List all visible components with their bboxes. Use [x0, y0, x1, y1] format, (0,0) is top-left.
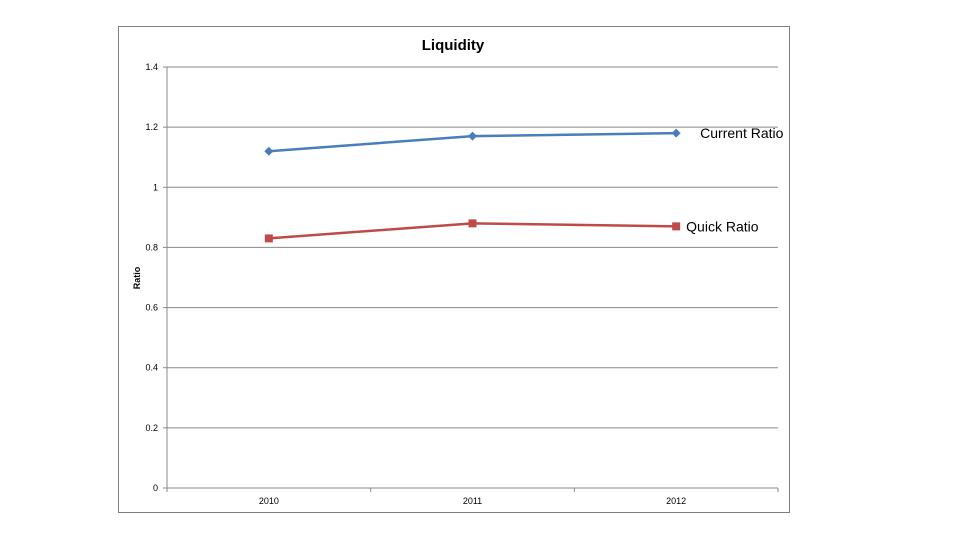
y-tick-label: 0.6	[145, 303, 158, 313]
data-point	[264, 146, 274, 156]
y-axis-title: Ratio	[132, 266, 142, 289]
data-point	[671, 128, 681, 138]
data-point	[672, 222, 681, 231]
x-tick-label: 2010	[259, 496, 279, 506]
y-tick-label: 0.2	[145, 423, 158, 433]
data-point	[468, 131, 477, 141]
y-tick-label: 0	[153, 483, 158, 493]
chart-title: Liquidity	[422, 37, 485, 54]
y-tick-label: 1	[153, 182, 158, 192]
x-tick-label: 2012	[666, 496, 686, 506]
y-tick-label: 0.4	[145, 363, 158, 373]
data-point	[468, 219, 477, 228]
y-tick-label: 0.8	[145, 242, 158, 252]
y-tick-label: 1.2	[145, 122, 158, 132]
series-label: Current Ratio	[700, 125, 783, 141]
y-tick-labels: 0 0.2 0.4 0.6 0.8 1 1.2 1.4	[145, 62, 158, 493]
series	[264, 128, 681, 243]
axes	[163, 66, 779, 492]
y-tick-label: 1.4	[145, 62, 158, 72]
series-labels: Current Ratio Quick Ratio	[686, 125, 783, 234]
x-tick-label: 2011	[463, 496, 482, 506]
x-tick-labels: 2010 2011 2012	[259, 496, 686, 506]
series-label: Quick Ratio	[686, 218, 759, 234]
chart-frame	[118, 26, 790, 513]
gridlines	[167, 66, 778, 429]
data-point	[264, 234, 273, 243]
